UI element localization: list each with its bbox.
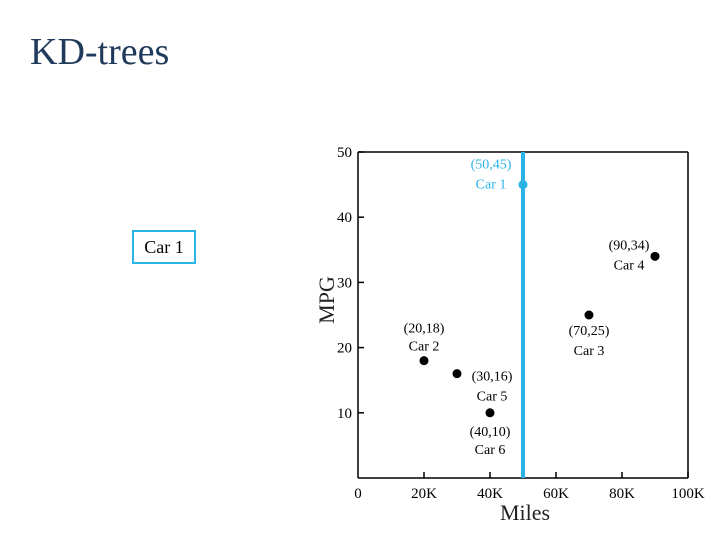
point-coord-label: (50,45)	[471, 158, 512, 173]
point-name-label: Car 5	[477, 390, 508, 405]
x-tick-label: 100K	[671, 486, 705, 502]
chart-axes: 10 20 30 40 50 20K 40K 60K 80K 100K 0 Miles MPG	[314, 145, 705, 525]
data-point	[419, 356, 429, 366]
point-name-label: Car 1	[476, 178, 507, 193]
x-tick-label: 20K	[411, 486, 437, 502]
point-name-label: Car 2	[409, 340, 440, 355]
x-origin-label: 0	[354, 486, 362, 502]
point-coord-label: (20,18)	[404, 322, 445, 337]
x-tick-label: 60K	[543, 486, 569, 502]
y-tick-label: 30	[337, 275, 352, 291]
point-coord-label: (90,34)	[609, 238, 650, 253]
point-name-label: Car 4	[614, 258, 645, 273]
point-name-label: Car 6	[475, 443, 506, 458]
slide-title: KD-trees	[30, 31, 170, 73]
data-point	[650, 251, 660, 261]
kd-tree-node-box: Car 1	[132, 230, 196, 264]
data-point	[584, 310, 594, 320]
x-axis-title: Miles	[500, 500, 550, 525]
point-name-label: Car 3	[574, 344, 605, 359]
x-tick-label: 80K	[609, 486, 635, 502]
chart-marks: (50,45) Car 1 (90,34) Car 4 (70,25) Car 3 (20,…	[404, 152, 660, 478]
point-coord-label: (30,16)	[472, 370, 513, 385]
y-tick-label: 20	[337, 341, 352, 357]
point-coord-label: (40,10)	[470, 425, 511, 440]
y-tick-label: 50	[337, 145, 352, 161]
y-tick-label: 40	[337, 210, 352, 226]
y-tick-label: 10	[337, 406, 352, 422]
y-axis-title: MPG	[314, 276, 339, 324]
point-coord-label: (70,25)	[569, 324, 610, 339]
data-point	[485, 408, 495, 418]
data-point	[518, 180, 528, 190]
x-tick-label: 40K	[477, 486, 503, 502]
data-point	[452, 369, 462, 379]
